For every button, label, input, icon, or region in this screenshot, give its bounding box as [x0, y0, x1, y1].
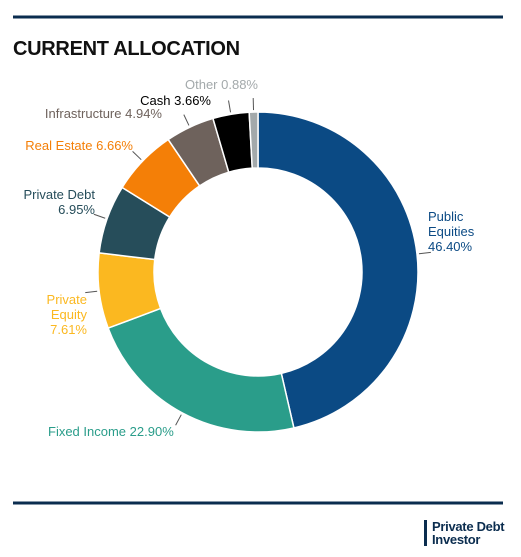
- data-label: Private Debt 6.95%: [15, 187, 95, 217]
- leader-line: [418, 251, 431, 255]
- leader-line: [93, 213, 106, 219]
- data-label: Fixed Income 22.90%: [48, 424, 208, 439]
- value-label: 4.94%: [125, 106, 162, 121]
- category-label: Real Estate: [25, 138, 93, 153]
- donut-segment: [248, 111, 259, 169]
- value-label: 3.66%: [174, 93, 211, 108]
- donut-segment: [257, 111, 419, 429]
- chart-title: CURRENT ALLOCATION: [13, 38, 240, 60]
- value-label: 22.90%: [129, 424, 174, 439]
- leader-line: [85, 290, 98, 294]
- leader-line: [132, 151, 142, 161]
- logo-line: Investor: [432, 532, 481, 547]
- leader-line: [175, 414, 182, 426]
- logo-line: Private Debt: [432, 519, 505, 534]
- data-label: Public Equities 46.40%: [428, 209, 498, 254]
- data-label: Real Estate 6.66%: [3, 138, 133, 153]
- data-label: Infrastructure 4.94%: [22, 106, 162, 121]
- category-label: Fixed Income: [48, 424, 127, 439]
- data-label: Other 0.88%: [130, 77, 258, 92]
- donut-segment: [107, 307, 295, 433]
- category-label: Infrastructure: [44, 106, 122, 121]
- value-label: 46.40%: [428, 239, 473, 254]
- data-label: Private Equity 7.61%: [37, 292, 87, 337]
- category-label: Cash: [140, 93, 171, 108]
- leader-line: [228, 100, 232, 113]
- value-label: 7.61%: [50, 322, 87, 337]
- category-label: Private Equity: [46, 292, 87, 322]
- value-label: 6.66%: [96, 138, 133, 153]
- value-label: 6.95%: [58, 202, 95, 217]
- category-label: Private Debt: [23, 187, 95, 202]
- value-label: 0.88%: [221, 77, 258, 92]
- leader-line: [183, 114, 190, 126]
- category-label: Public Equities: [428, 209, 475, 239]
- category-label: Other: [184, 77, 218, 92]
- data-label: Cash 3.66%: [91, 93, 211, 108]
- logo: Private Debt Investor: [424, 519, 505, 547]
